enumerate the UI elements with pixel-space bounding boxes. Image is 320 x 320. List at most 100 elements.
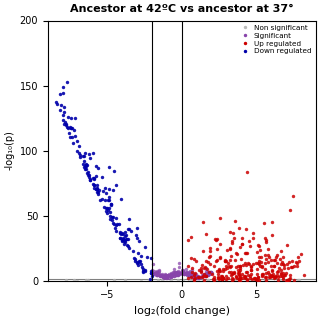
- Point: [255, 274, 260, 279]
- Point: [171, 267, 176, 272]
- Point: [93, 164, 98, 169]
- Point: [206, 269, 212, 275]
- Point: [226, 263, 231, 268]
- Point: [186, 271, 191, 276]
- Point: [213, 237, 219, 242]
- Point: [58, 91, 63, 96]
- Point: [95, 191, 100, 196]
- Point: [82, 159, 87, 164]
- Point: [193, 276, 198, 281]
- Point: [226, 260, 231, 266]
- Point: [192, 272, 197, 277]
- Point: [276, 278, 281, 283]
- Point: [271, 272, 276, 277]
- Point: [294, 261, 300, 266]
- Point: [293, 260, 299, 265]
- Point: [207, 269, 212, 274]
- Point: [247, 277, 252, 282]
- Point: [104, 205, 109, 210]
- Point: [68, 134, 73, 140]
- Point: [188, 270, 193, 276]
- Point: [206, 259, 211, 264]
- Point: [208, 269, 213, 274]
- Point: [196, 275, 202, 280]
- Point: [220, 268, 225, 273]
- Point: [286, 265, 291, 270]
- Point: [75, 148, 80, 154]
- Point: [104, 210, 109, 215]
- Point: [120, 238, 125, 243]
- Point: [219, 275, 224, 280]
- Point: [223, 274, 228, 279]
- Point: [201, 219, 206, 224]
- Point: [283, 272, 288, 277]
- Point: [266, 272, 271, 277]
- Point: [221, 276, 226, 281]
- Point: [239, 272, 244, 277]
- Point: [211, 274, 216, 279]
- Point: [263, 278, 268, 283]
- Point: [83, 162, 88, 167]
- Point: [268, 273, 274, 278]
- Point: [159, 273, 164, 278]
- Point: [201, 273, 206, 278]
- Point: [166, 275, 172, 280]
- Point: [202, 273, 207, 278]
- Point: [94, 189, 99, 195]
- Point: [102, 197, 107, 203]
- Point: [219, 275, 224, 280]
- Point: [164, 275, 170, 280]
- Point: [160, 278, 165, 283]
- Point: [262, 261, 267, 266]
- Point: [219, 274, 224, 279]
- Point: [185, 273, 190, 278]
- Point: [227, 229, 232, 234]
- Point: [242, 250, 247, 255]
- Point: [109, 202, 114, 207]
- Point: [228, 265, 233, 270]
- Point: [273, 255, 278, 260]
- Point: [139, 253, 144, 258]
- Point: [82, 166, 87, 172]
- Point: [249, 267, 254, 272]
- Point: [113, 182, 118, 187]
- Point: [84, 167, 89, 172]
- Point: [217, 216, 222, 221]
- Point: [199, 268, 204, 273]
- Point: [160, 273, 165, 278]
- Point: [62, 105, 67, 110]
- Point: [123, 237, 128, 243]
- Point: [245, 273, 251, 278]
- Point: [205, 272, 211, 277]
- Point: [184, 269, 189, 275]
- Point: [216, 266, 221, 271]
- Point: [170, 272, 175, 277]
- Point: [278, 257, 283, 262]
- Point: [106, 207, 111, 212]
- Point: [120, 239, 125, 244]
- Point: [239, 242, 244, 247]
- Point: [176, 270, 181, 276]
- Point: [215, 275, 220, 280]
- Point: [106, 194, 111, 199]
- X-axis label: log₂(fold change): log₂(fold change): [134, 306, 230, 316]
- Point: [162, 273, 167, 278]
- Point: [257, 259, 262, 264]
- Point: [227, 245, 232, 251]
- Point: [170, 271, 175, 276]
- Point: [291, 263, 296, 268]
- Point: [238, 274, 243, 279]
- Point: [95, 189, 100, 194]
- Point: [212, 277, 217, 282]
- Point: [222, 266, 228, 271]
- Point: [208, 270, 213, 275]
- Point: [196, 274, 201, 279]
- Point: [131, 248, 136, 253]
- Point: [218, 242, 223, 247]
- Point: [230, 277, 235, 283]
- Point: [194, 274, 199, 279]
- Point: [204, 267, 209, 272]
- Point: [239, 236, 244, 241]
- Point: [153, 271, 158, 276]
- Point: [272, 258, 277, 263]
